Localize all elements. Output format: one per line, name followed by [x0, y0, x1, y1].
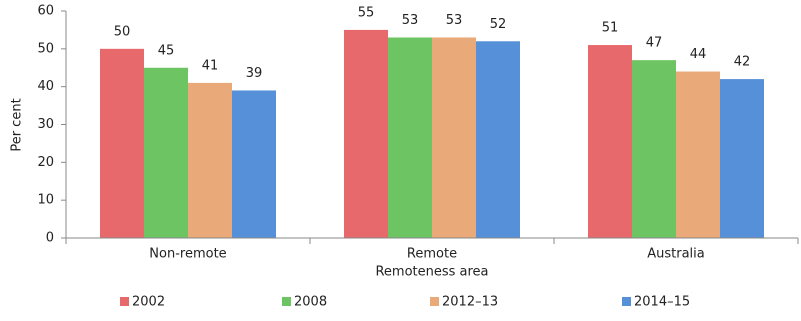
x-tick-label: Remote [407, 247, 457, 262]
y-axis-label: Per cent [10, 98, 25, 151]
legend-label: 2014–15 [634, 295, 690, 310]
x-axis-label: Remoteness area [375, 265, 488, 280]
bar [344, 29, 388, 238]
bar [720, 79, 764, 238]
y-tick-label: 10 [37, 193, 54, 208]
bar [676, 71, 720, 239]
data-label: 39 [246, 66, 263, 81]
y-tick-label: 30 [37, 117, 54, 132]
legend-label: 2012–13 [442, 295, 498, 310]
bar [432, 37, 476, 238]
x-tick-label: Non-remote [149, 247, 226, 262]
data-label: 53 [446, 13, 463, 28]
data-label: 42 [734, 55, 751, 70]
data-label: 55 [358, 5, 375, 20]
data-label: 41 [202, 58, 219, 73]
x-tick-label: Australia [647, 247, 705, 262]
legend-label: 2008 [294, 295, 327, 310]
bar [388, 37, 432, 238]
data-label: 51 [602, 21, 619, 36]
legend-swatch [282, 297, 291, 306]
data-label: 52 [490, 17, 507, 32]
bar [588, 45, 632, 238]
data-label: 47 [646, 36, 663, 51]
bar [476, 41, 520, 239]
y-tick-label: 0 [46, 231, 54, 246]
bar [144, 67, 188, 238]
y-tick-label: 60 [37, 4, 54, 19]
legend-swatch [622, 297, 631, 306]
data-label: 44 [690, 47, 707, 62]
data-label: 45 [158, 43, 175, 58]
y-tick-label: 50 [37, 41, 54, 56]
data-label: 50 [114, 24, 131, 39]
data-label: 53 [402, 13, 419, 28]
bar [232, 90, 276, 238]
y-tick-label: 20 [37, 155, 54, 170]
legend-swatch [120, 297, 129, 306]
y-tick-label: 40 [37, 79, 54, 94]
legend-swatch [430, 297, 439, 306]
bar [632, 60, 676, 238]
legend-label: 2002 [132, 295, 165, 310]
bar [100, 48, 144, 239]
bar [188, 82, 232, 238]
